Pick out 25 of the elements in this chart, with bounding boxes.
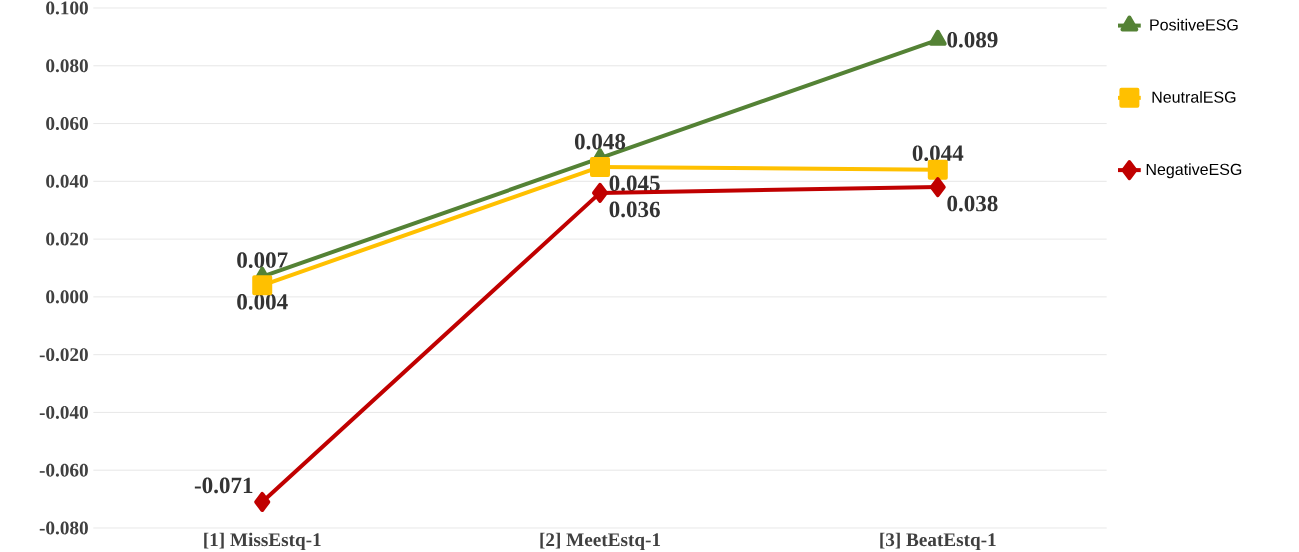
- data-label: 0.007: [237, 252, 288, 268]
- data-label: 0.036: [609, 201, 660, 218]
- y-tick-label: 0.080: [46, 59, 88, 73]
- data-label: 0.038: [947, 195, 998, 212]
- data-label: 0.004: [237, 294, 288, 310]
- data-label: 0.044: [912, 145, 964, 162]
- data-label: 0.045: [609, 175, 660, 192]
- y-tick-label: 0.040: [46, 174, 88, 188]
- data-label: 0.089: [947, 31, 998, 48]
- data-label: 0.048: [574, 133, 626, 150]
- y-tick-label: -0.080: [39, 521, 88, 535]
- legend-label: NeutralESG: [1152, 91, 1236, 103]
- y-tick-label: -0.040: [39, 405, 88, 419]
- x-tick-label: [3] BeatEstq-1: [880, 532, 996, 551]
- x-tick-label: [1] MissEstq-1: [204, 532, 321, 551]
- y-tick-label: 0.100: [46, 1, 88, 15]
- legend-label: NegativeESG: [1146, 163, 1242, 179]
- data-label: -0.071: [194, 477, 253, 494]
- x-tick-label: [2] MeetEstq-1: [540, 532, 661, 551]
- y-tick-label: 0.060: [46, 117, 88, 131]
- y-tick-label: 0.000: [46, 290, 88, 304]
- y-tick-label: -0.020: [39, 348, 88, 362]
- y-tick-label: -0.060: [39, 463, 88, 477]
- legend-label: PositiveESG: [1150, 18, 1238, 31]
- y-tick-label: 0.020: [46, 232, 88, 246]
